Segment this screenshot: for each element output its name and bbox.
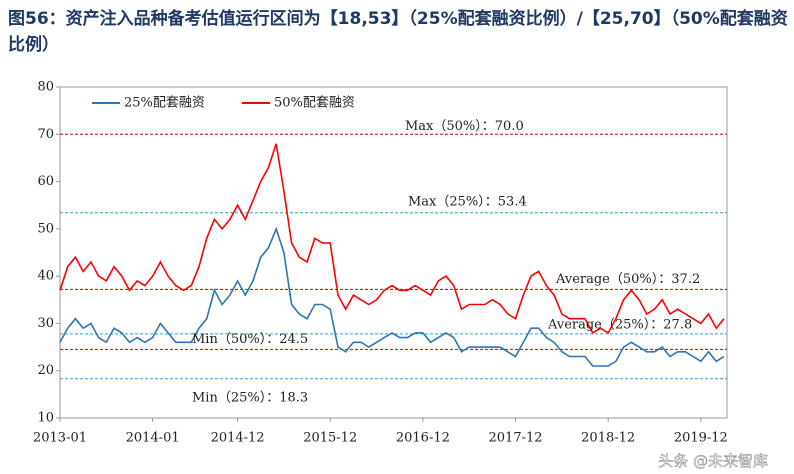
plot-frame [59,86,728,419]
y-tick-label: 20 [37,363,54,378]
y-tick-label: 70 [37,127,54,142]
legend-label: 25%配套融资 [124,95,205,111]
y-tick-label: 50 [37,221,54,236]
y-tick-label: 40 [37,269,54,284]
y-tick-label: 10 [37,411,54,426]
x-tick-label: 2017-12 [489,431,543,446]
x-tick-label: 2019-12 [674,431,728,446]
watermark: 头条 @未来智库 [658,452,768,470]
legend-label: 50%配套融资 [274,95,355,111]
reference-label: Min（50%）：24.5 [192,332,308,347]
x-tick-label: 2016-12 [396,431,450,446]
reference-label: Max（50%）：70.0 [405,119,524,134]
reference-label: Min（25%）：18.3 [192,390,308,405]
reference-label: Average（25%）：27.8 [547,317,692,332]
x-tick-label: 2014-01 [126,431,180,446]
y-tick-label: 60 [37,174,54,189]
x-tick-label: 2013-01 [33,431,87,446]
y-tick-label: 80 [37,80,54,95]
reference-label: Max（25%）：53.4 [408,194,527,209]
reference-label: Average（50%）：37.2 [555,272,700,287]
x-tick-label: 2014-12 [211,431,265,446]
series-line [59,226,725,367]
series-line [59,143,725,335]
x-tick-label: 2015-12 [303,431,357,446]
y-tick-label: 30 [37,316,54,331]
x-tick-label: 2018-12 [581,431,635,446]
chart-title: 图56：资产注入品种备考估值运行区间为【18,53】（25%配套融资比例）/【2… [8,9,788,55]
